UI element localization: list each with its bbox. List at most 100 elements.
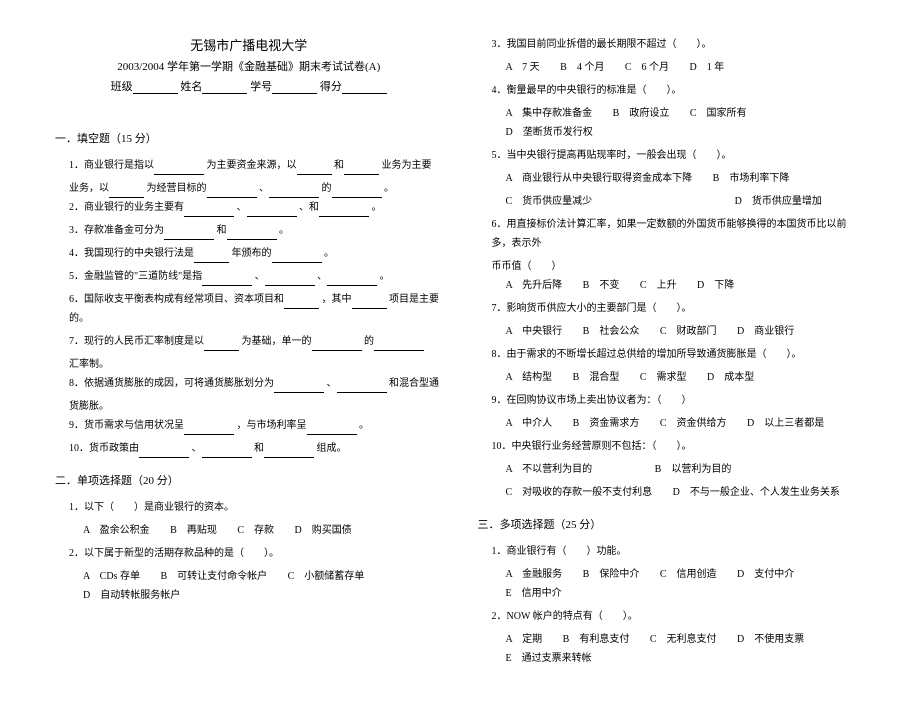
s3-q1-options: A 金融服务 B 保险中介 C 信用创造 D 支付中介 E 信用中介 — [478, 565, 866, 603]
r-q10-d: D 不与一般企业、个人发生业务关系 — [673, 483, 840, 502]
s2-q2-a: A CDs 存单 — [83, 567, 140, 586]
s3-q2-options: A 定期 B 有利息支付 C 无利息支付 D 不使用支票 E 通过支票来转帐 — [478, 630, 866, 668]
exam-subtitle: 2003/2004 学年第一学期《金融基础》期末考试试卷(A) — [55, 58, 443, 74]
blank-class — [133, 82, 178, 94]
s3-q2-c: C 无利息支付 — [650, 630, 717, 649]
s1-q3: 3．存款准备金可分为 和 。 — [55, 221, 443, 240]
r-q8-a: A 结构型 — [506, 368, 553, 387]
right-column: 3．我国目前同业拆借的最长期限不超过（ ）。 A 7 天 B 4 个月 C 6 … — [478, 35, 866, 668]
section2-title: 二．单项选择题（20 分） — [55, 472, 443, 488]
r-q10-c: C 对吸收的存款一般不支付利息 — [506, 483, 653, 502]
r-q3-options: A 7 天 B 4 个月 C 6 个月 D 1 年 — [478, 58, 866, 77]
s1-q8: 8．依据通货膨胀的成因，可将通货膨胀划分为 、 和混合型通 — [55, 374, 443, 393]
r-q3: 3．我国目前同业拆借的最长期限不超过（ ）。 — [478, 35, 866, 54]
section1-title: 一．填空题（15 分） — [55, 130, 443, 146]
exam-header: 无锡市广播电视大学 2003/2004 学年第一学期《金融基础》期末考试试卷(A… — [55, 35, 443, 102]
r-q4-c: C 国家所有 — [690, 104, 747, 123]
r-q4-options: A 集中存款准备金 B 政府设立 C 国家所有 D 垄断货币发行权 — [478, 104, 866, 142]
s3-q1: 1．商业银行有（ ）功能。 — [478, 542, 866, 561]
form-line: 班级 姓名 学号 得分 — [55, 78, 443, 94]
s3-q1-c: C 信用创造 — [660, 565, 717, 584]
r-q5-options2: C 货币供应量减少 D 货币供应量增加 — [478, 192, 866, 211]
blank-score — [342, 82, 387, 94]
r-q5-a: A 商业银行从中央银行取得资金成本下降 — [506, 169, 693, 188]
r-q7: 7．影响货币供应大小的主要部门是（ ）。 — [478, 299, 866, 318]
section3-title: 三．多项选择题（25 分） — [478, 516, 866, 532]
r-q8: 8．由于需求的不断增长超过总供给的增加所导致通货膨胀是（ ）。 — [478, 345, 866, 364]
s2-q1-options: A 盈余公积金 B 再贴现 C 存款 D 购买国债 — [55, 521, 443, 540]
r-q9: 9．在回购协议市场上卖出协议者为：（ ） — [478, 391, 866, 410]
s3-q2-e: E 通过支票来转帐 — [506, 649, 592, 668]
r-q9-d: D 以上三者都是 — [747, 414, 824, 433]
r-q7-c: C 财政部门 — [660, 322, 717, 341]
r-q4-b: B 政府设立 — [613, 104, 670, 123]
s2-q1-a: A 盈余公积金 — [83, 521, 150, 540]
r-q5-options: A 商业银行从中央银行取得资金成本下降 B 市场利率下降 — [478, 169, 866, 188]
r-q10: 10．中央银行业务经营原则不包括：（ ）。 — [478, 437, 866, 456]
r-q6-options: A 先升后降 B 不变 C 上升 D 下降 — [478, 276, 866, 295]
r-q5-d: D 货币供应量增加 — [735, 192, 822, 211]
s1-q5: 5．金融监管的"三道防线"是指 、 、 。 — [55, 267, 443, 286]
r-q4: 4．衡量最早的中央银行的标准是（ ）。 — [478, 81, 866, 100]
blank-name — [202, 82, 247, 94]
r-q8-c: C 需求型 — [640, 368, 687, 387]
university-title: 无锡市广播电视大学 — [55, 35, 443, 54]
s1-q7-cont: 汇率制。 — [55, 355, 443, 374]
s1-q2: 2．商业银行的业务主要有 、 、和 。 — [55, 198, 443, 217]
r-q7-b: B 社会公众 — [583, 322, 640, 341]
r-q9-b: B 资金需求方 — [573, 414, 640, 433]
s1-q1: 1．商业银行是指以 为主要资金来源，以 和 业务为主要 — [55, 156, 443, 175]
r-q7-d: D 商业银行 — [737, 322, 794, 341]
s1-q6: 6．国际收支平衡表构成有经常项目、资本项目和 ，其中 项目是主要的。 — [55, 290, 443, 328]
r-q3-c: C 6 个月 — [625, 58, 669, 77]
r-q10-b: B 以营利为目的 — [655, 460, 732, 479]
s3-q2-b: B 有利息支付 — [563, 630, 630, 649]
r-q8-b: B 混合型 — [573, 368, 620, 387]
r-q7-a: A 中央银行 — [506, 322, 563, 341]
s3-q1-d: D 支付中介 — [737, 565, 794, 584]
s2-q2-options: A CDs 存单 B 可转让支付命令帐户 C 小额储蓄存单 D 自动转帐服务帐户 — [55, 567, 443, 605]
r-q10-options: A 不以营利为目的 B 以营利为目的 — [478, 460, 866, 479]
label-name: 姓名 — [180, 81, 202, 93]
blank-id — [272, 82, 317, 94]
left-column: 无锡市广播电视大学 2003/2004 学年第一学期《金融基础》期末考试试卷(A… — [55, 35, 443, 668]
s3-q1-b: B 保险中介 — [583, 565, 640, 584]
s1-q4: 4．我国现行的中央银行法是 年颁布的 。 — [55, 244, 443, 263]
r-q3-a: A 7 天 — [506, 58, 540, 77]
r-q6: 6．用直接标价法计算汇率，如果一定数额的外国货币能够换得的本国货币比以前多，表示… — [478, 215, 866, 253]
r-q5-b: B 市场利率下降 — [713, 169, 790, 188]
s3-q2: 2．NOW 帐户的特点有（ ）。 — [478, 607, 866, 626]
r-q8-d: D 成本型 — [707, 368, 754, 387]
s2-q2: 2．以下属于新型的活期存款品种的是（ ）。 — [55, 544, 443, 563]
s2-q2-c: C 小额储蓄存单 — [288, 567, 365, 586]
r-q10-options2: C 对吸收的存款一般不支付利息 D 不与一般企业、个人发生业务关系 — [478, 483, 866, 502]
r-q4-d: D 垄断货币发行权 — [506, 123, 593, 142]
r-q3-b: B 4 个月 — [560, 58, 604, 77]
label-id: 学号 — [250, 81, 272, 93]
r-q10-a: A 不以营利为目的 — [506, 460, 593, 479]
r-q8-options: A 结构型 B 混合型 C 需求型 D 成本型 — [478, 368, 866, 387]
label-score: 得分 — [320, 81, 342, 93]
r-q9-c: C 资金供给方 — [660, 414, 727, 433]
r-q6-d: D 下降 — [697, 276, 734, 295]
r-q5: 5．当中央银行提高再贴现率时，一般会出现（ ）。 — [478, 146, 866, 165]
r-q5-c: C 货币供应量减少 — [506, 192, 593, 211]
r-q6-a: A 先升后降 — [506, 276, 563, 295]
s3-q1-a: A 金融服务 — [506, 565, 563, 584]
r-q6-b: B 不变 — [583, 276, 620, 295]
s2-q1-b: B 再贴现 — [170, 521, 217, 540]
s2-q1-d: D 购买国债 — [295, 521, 352, 540]
r-q9-options: A 中介人 B 资金需求方 C 资金供给方 D 以上三者都是 — [478, 414, 866, 433]
s3-q2-a: A 定期 — [506, 630, 543, 649]
s1-q9: 9．货币需求与信用状况呈 ，与市场利率呈 。 — [55, 416, 443, 435]
r-q3-d: D 1 年 — [690, 58, 725, 77]
s1-q8-cont: 货膨胀。 — [55, 397, 443, 416]
r-q4-a: A 集中存款准备金 — [506, 104, 593, 123]
s2-q1: 1．以下（ ）是商业银行的资本。 — [55, 498, 443, 517]
label-class: 班级 — [111, 81, 133, 93]
r-q6-c: C 上升 — [640, 276, 677, 295]
r-q9-a: A 中介人 — [506, 414, 553, 433]
s1-q7: 7．现行的人民币汇率制度是以 为基础，单一的 的 — [55, 332, 443, 351]
s2-q2-d: D 自动转帐服务帐户 — [83, 586, 180, 605]
s3-q2-d: D 不使用支票 — [737, 630, 804, 649]
